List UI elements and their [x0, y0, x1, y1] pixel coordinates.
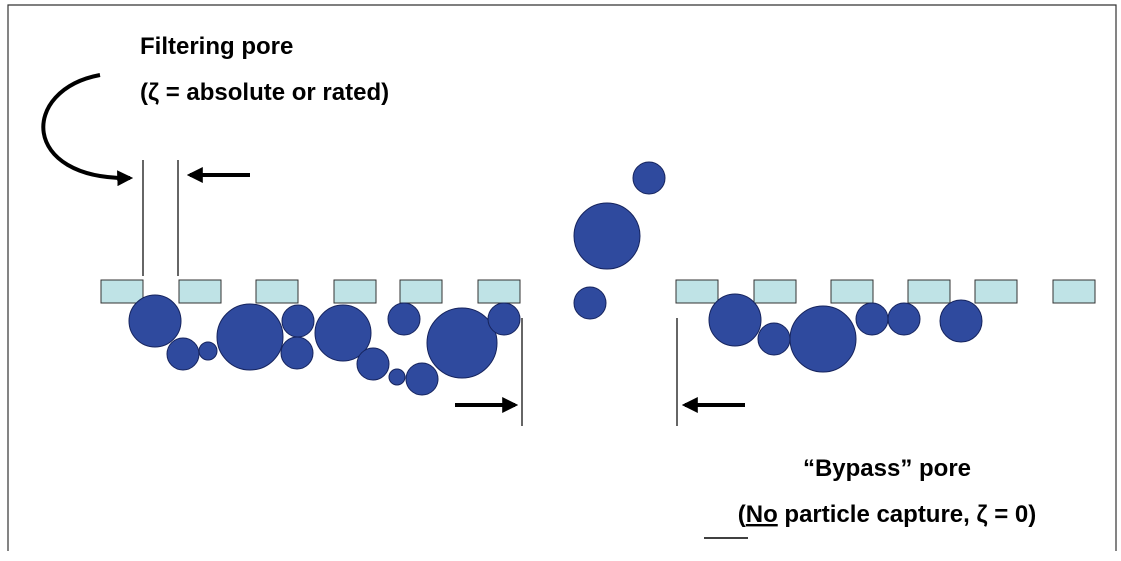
filtering-subtitle: (ζ = absolute or rated) — [140, 79, 389, 106]
subtitle-open: ( — [738, 501, 746, 528]
subtitle-rest: particle capture, ζ = 0) — [778, 501, 1036, 528]
filtering-title: Filtering pore — [140, 33, 293, 60]
diagram: Filtering pore (ζ = absolute or rated) “… — [0, 0, 1121, 561]
subtitle-emphasis: No — [746, 501, 778, 528]
bypass-subtitle: (No particle capture, ζ = 0) — [738, 501, 1036, 528]
bypass-title: “Bypass” pore — [803, 455, 971, 482]
particles — [129, 162, 982, 395]
